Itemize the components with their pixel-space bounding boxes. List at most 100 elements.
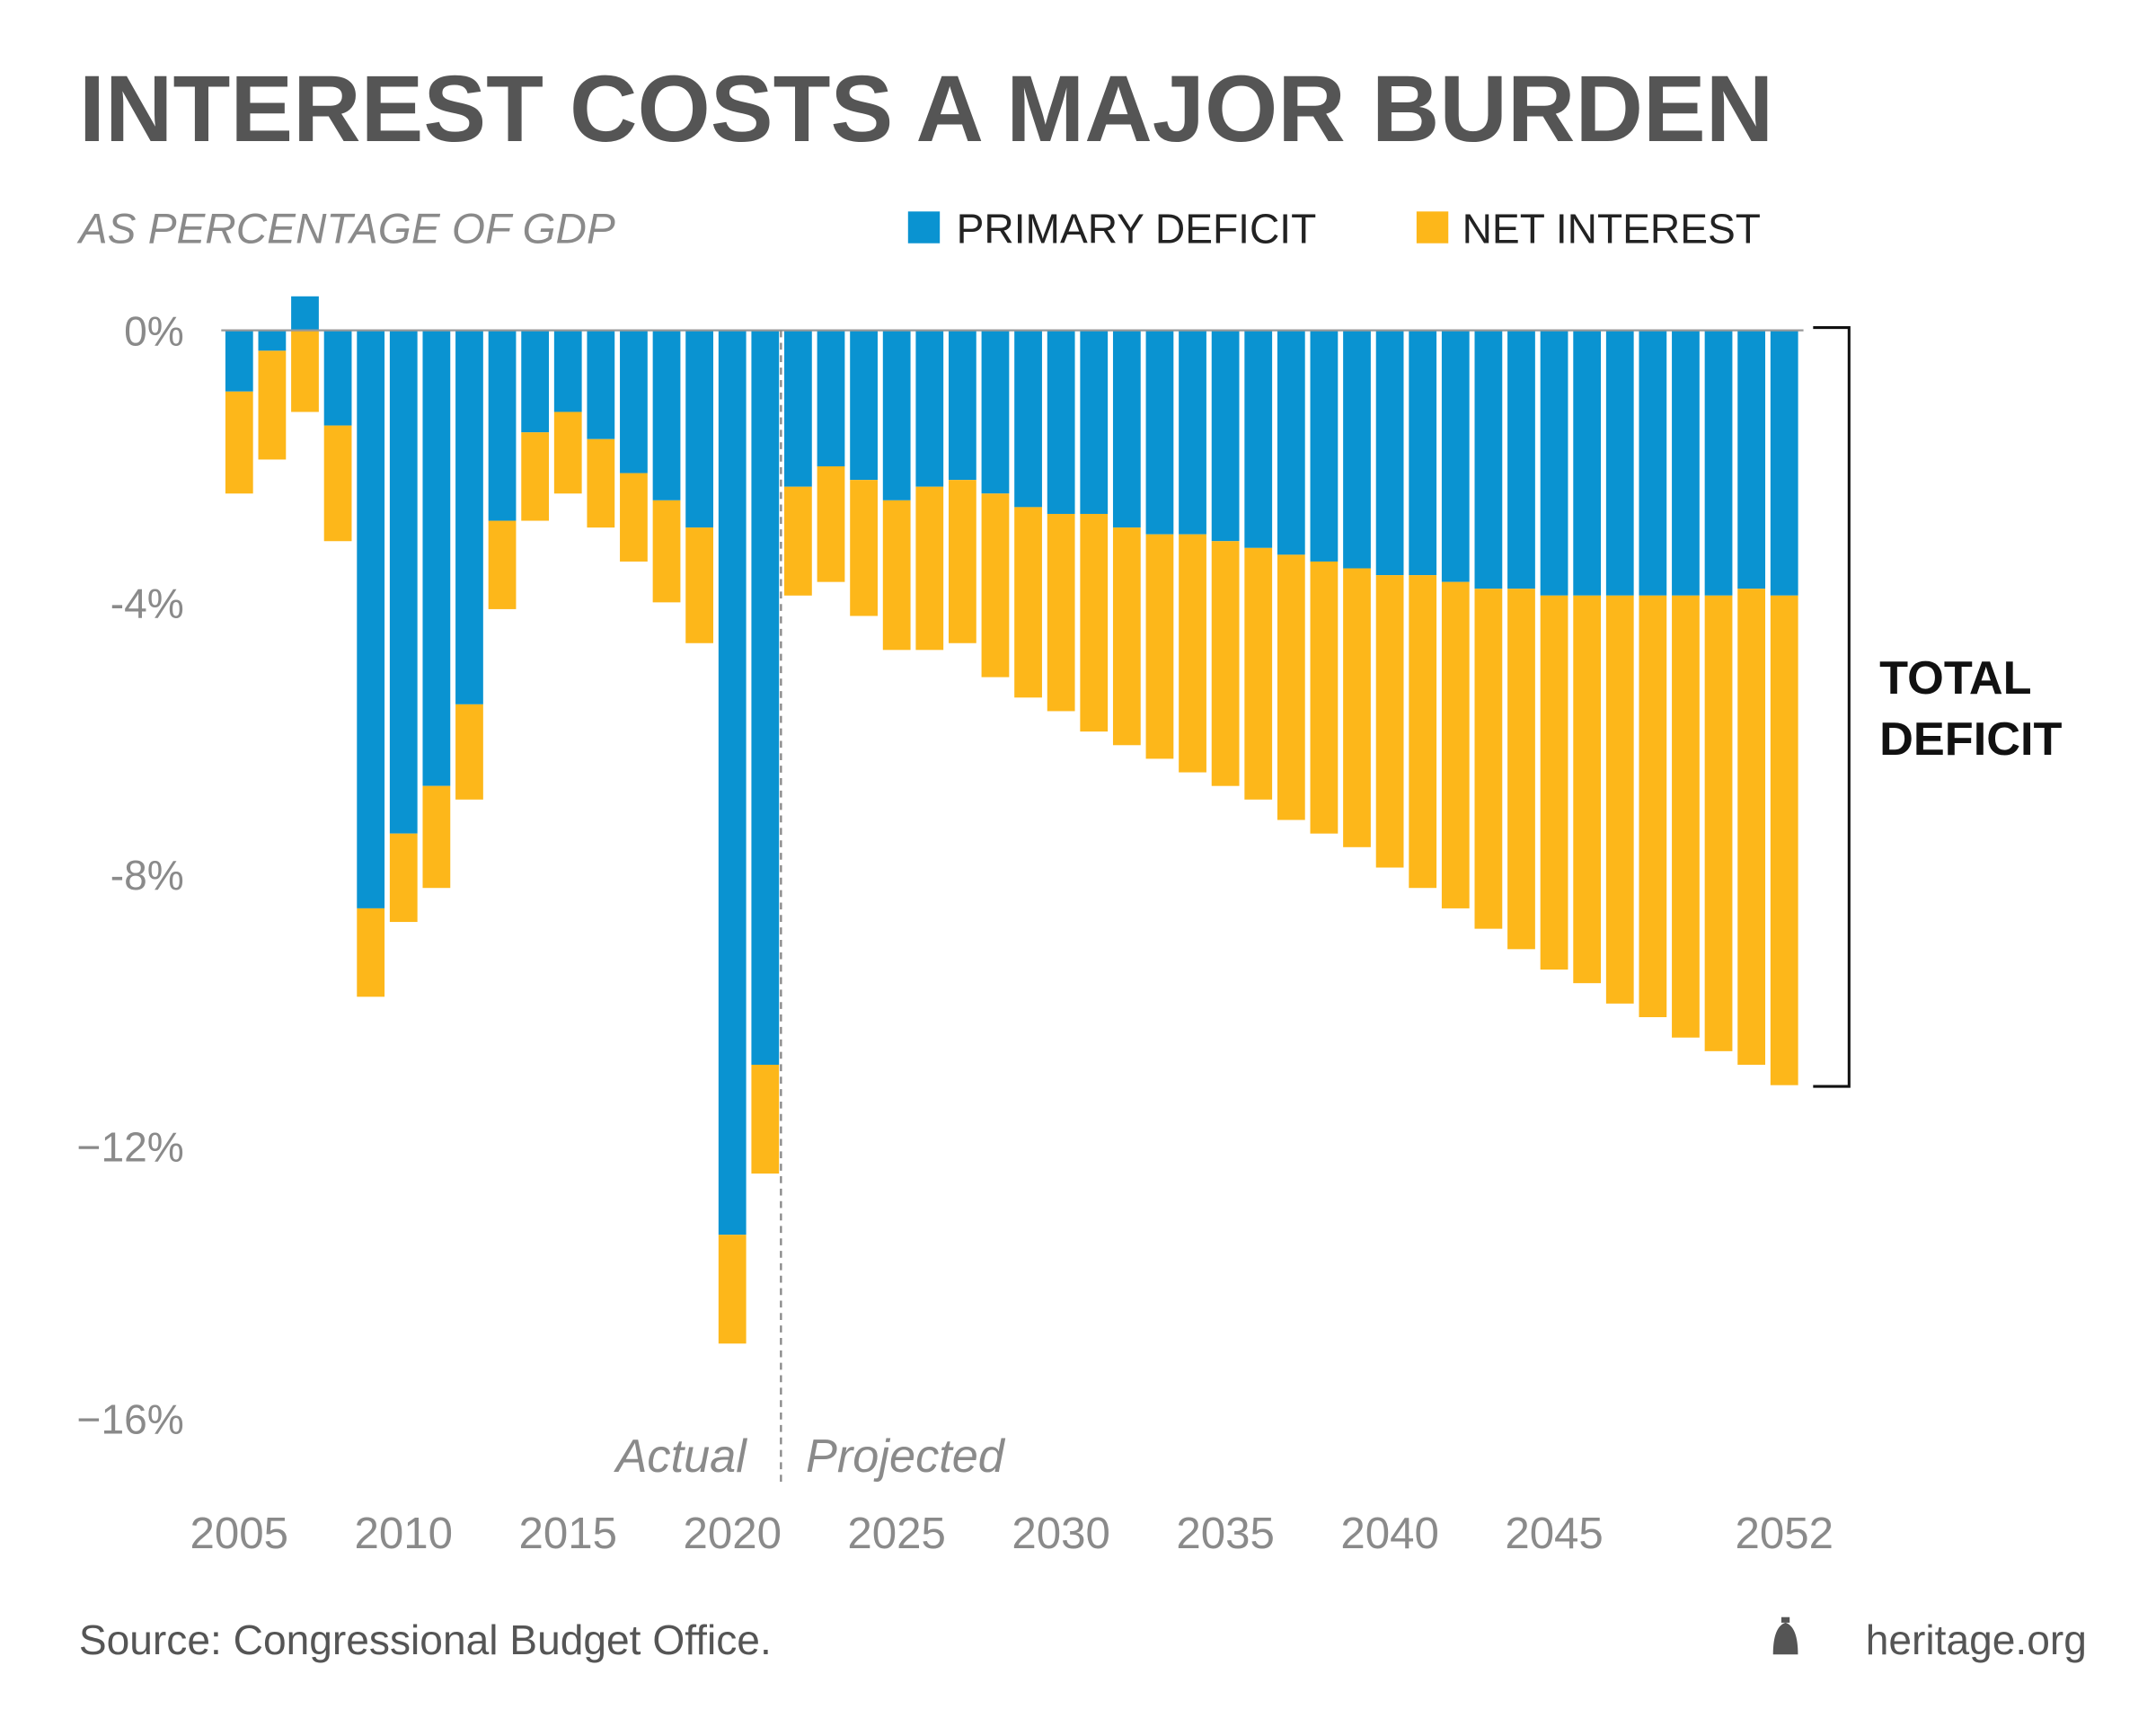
bar-primary-deficit-2019: [685, 330, 714, 528]
bar-net-interest-2049: [1672, 595, 1700, 1038]
bar-net-interest-2020: [718, 1235, 747, 1344]
actual-label: Actual: [614, 1430, 748, 1483]
x-tick-label: 2035: [1176, 1509, 1275, 1558]
chart-title: INTEREST COSTS A MAJOR BURDEN: [79, 57, 1773, 162]
y-tick-label: −12%: [77, 1124, 184, 1171]
y-tick-label: 0%: [124, 308, 184, 355]
bar-net-interest-2044: [1507, 589, 1535, 950]
bar-net-interest-2038: [1310, 561, 1339, 834]
bar-net-interest-2032: [1112, 527, 1141, 746]
bar-net-interest-2007: [291, 330, 319, 412]
bar-primary-deficit-2040: [1375, 330, 1404, 576]
bar-primary-deficit-2011: [422, 330, 451, 786]
bar-primary-deficit-2038: [1310, 330, 1339, 562]
bar-net-interest-2013: [488, 520, 517, 609]
bar-primary-deficit-2050: [1704, 330, 1733, 596]
bar-net-interest-2036: [1244, 547, 1273, 800]
bar-primary-deficit-2039: [1343, 330, 1371, 569]
x-tick-label: 2025: [847, 1509, 946, 1558]
bar-primary-deficit-2028: [981, 330, 1010, 494]
chart-subtitle: AS PERCENTAGE OF GDP: [76, 206, 615, 253]
bar-net-interest-2008: [323, 425, 352, 542]
bar-net-interest-2048: [1639, 595, 1667, 1018]
bar-net-interest-2022: [784, 486, 812, 596]
total-deficit-label-line1: TOTAL: [1879, 652, 2031, 704]
bar-primary-deficit-2041: [1409, 330, 1437, 576]
bar-net-interest-2024: [850, 480, 878, 616]
bar-net-interest-2018: [652, 500, 681, 603]
bar-net-interest-2046: [1573, 595, 1602, 984]
bar-net-interest-2011: [422, 785, 451, 889]
bar-net-interest-2039: [1343, 568, 1371, 847]
bar-primary-deficit-2021: [751, 330, 780, 1065]
x-tick-label: 2005: [190, 1509, 288, 1558]
bar-net-interest-2041: [1409, 575, 1437, 889]
bar-net-interest-2017: [620, 473, 648, 562]
bar-net-interest-2025: [882, 500, 911, 651]
bar-net-interest-2029: [1014, 507, 1042, 698]
bar-primary-deficit-2037: [1277, 330, 1305, 555]
x-tick-label: 2052: [1735, 1509, 1833, 1558]
projected-label: Projected: [806, 1430, 1006, 1483]
bar-primary-deficit-2024: [850, 330, 878, 481]
bar-primary-deficit-2005: [225, 330, 253, 392]
bar-net-interest-2023: [817, 465, 845, 582]
bar-primary-deficit-2045: [1540, 330, 1568, 596]
bar-net-interest-2005: [225, 391, 253, 494]
bar-primary-deficit-2044: [1507, 330, 1535, 589]
brand-link[interactable]: heritage.org: [1866, 1616, 2087, 1663]
bar-primary-deficit-2025: [882, 330, 911, 500]
bar-primary-deficit-2047: [1605, 330, 1634, 596]
bar-primary-deficit-2031: [1080, 330, 1109, 514]
bar-primary-deficit-2046: [1573, 330, 1602, 596]
total-deficit-label-line2: DEFICIT: [1879, 713, 2062, 766]
bar-primary-deficit-2020: [718, 330, 747, 1236]
bar-net-interest-2031: [1080, 513, 1109, 732]
bar-primary-deficit-2017: [620, 330, 648, 474]
bar-primary-deficit-2033: [1145, 330, 1174, 535]
bar-net-interest-2034: [1179, 534, 1206, 773]
bar-net-interest-2045: [1540, 595, 1568, 970]
bar-net-interest-2028: [981, 493, 1010, 678]
bar-primary-deficit-2012: [455, 330, 483, 704]
bar-primary-deficit-2049: [1672, 330, 1700, 596]
legend-label-net-interest: NET INTEREST: [1462, 206, 1761, 252]
total-deficit-bracket: [1813, 326, 1851, 1088]
bar-primary-deficit-2030: [1047, 330, 1075, 514]
bar-primary-deficit-2036: [1244, 330, 1273, 548]
bar-net-interest-2019: [685, 527, 714, 643]
bar-primary-deficit-2013: [488, 330, 517, 521]
y-tick-label: -4%: [110, 580, 184, 626]
y-axis: 0% -4% -8% −12% −16%: [77, 308, 184, 1443]
bar-net-interest-2014: [521, 432, 550, 521]
x-axis: 2005 2010 2015 2020 2025 2030 2035 2040 2045 2052: [190, 1509, 1833, 1558]
bar-primary-deficit-2008: [323, 330, 352, 426]
bar-primary-deficit-2042: [1441, 330, 1470, 582]
bar-net-interest-2043: [1474, 589, 1503, 929]
bar-primary-deficit-2007: [291, 296, 319, 331]
bar-net-interest-2006: [258, 350, 287, 460]
bar-net-interest-2027: [948, 480, 976, 643]
bar-primary-deficit-2016: [587, 330, 615, 439]
bar-primary-deficit-2009: [357, 330, 385, 908]
bar-primary-deficit-2027: [948, 330, 976, 481]
legend-swatch-primary-deficit: [907, 211, 941, 244]
x-tick-label: 2015: [518, 1509, 617, 1558]
bar-primary-deficit-2032: [1112, 330, 1141, 528]
bar-net-interest-2016: [587, 438, 615, 528]
bar-primary-deficit-2029: [1014, 330, 1042, 508]
bar-primary-deficit-2022: [784, 330, 812, 487]
bar-primary-deficit-2010: [389, 330, 418, 834]
bar-primary-deficit-2006: [258, 330, 287, 351]
x-tick-label: 2040: [1340, 1509, 1438, 1558]
bar-net-interest-2040: [1375, 575, 1404, 868]
bar-net-interest-2037: [1277, 554, 1305, 820]
bar-net-interest-2009: [357, 908, 385, 997]
bar-primary-deficit-2052: [1770, 330, 1798, 596]
x-tick-label: 2010: [355, 1509, 454, 1558]
bar-primary-deficit-2026: [915, 330, 944, 487]
legend-label-primary-deficit: PRIMARY DEFICIT: [957, 206, 1317, 252]
bar-net-interest-2047: [1605, 595, 1634, 1004]
x-tick-label: 2045: [1505, 1509, 1603, 1558]
